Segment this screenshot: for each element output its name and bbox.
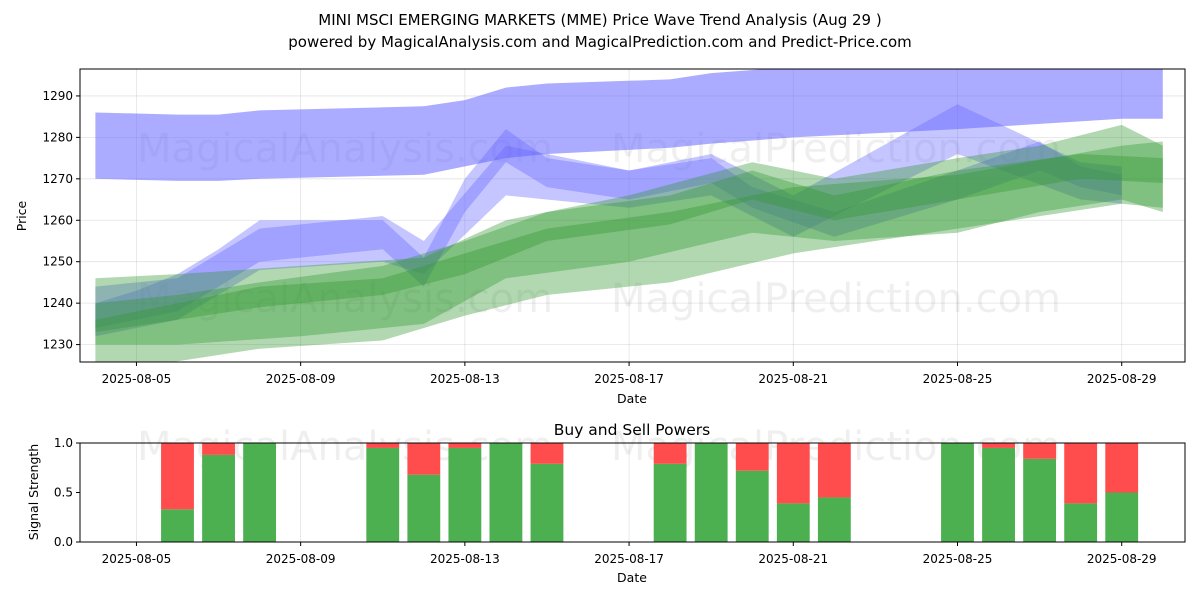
- price-x-tick-label: 2025-08-05: [102, 372, 172, 386]
- blue-wave-band: [95, 104, 1122, 337]
- buy-power-bar: [489, 443, 523, 542]
- watermark-analysis-mid: MagicalAnalysis.com: [137, 276, 553, 322]
- buy-power-bar: [407, 474, 441, 542]
- green-wave-band: [95, 141, 1163, 362]
- sell-power-bar: [735, 443, 769, 471]
- signal-x-tick-label: 2025-08-29: [1087, 552, 1157, 566]
- sell-power-bar: [530, 443, 564, 464]
- green-wave-band: [95, 154, 1163, 333]
- sell-power-bar: [1023, 443, 1057, 459]
- price-plot-frame: [79, 68, 1186, 363]
- blue-wave-band: [95, 69, 1163, 181]
- price-y-tick-label: 1240: [42, 296, 73, 310]
- price-wave-bands: [95, 69, 1163, 362]
- signal-chart: Buy and Sell Powers MagicalAnalysis.com …: [26, 421, 1186, 585]
- price-x-tick-label: 2025-08-09: [266, 372, 336, 386]
- buy-power-bar: [202, 454, 235, 542]
- buy-power-bar: [448, 447, 482, 542]
- buy-power-bar: [1023, 458, 1057, 542]
- buy-power-bar: [366, 447, 400, 542]
- signal-x-tick-label: 2025-08-09: [266, 552, 336, 566]
- buy-power-bar: [1105, 492, 1139, 542]
- buy-power-bar: [694, 443, 728, 542]
- buy-power-bar: [982, 447, 1015, 542]
- buy-power-bar: [735, 470, 769, 542]
- signal-y-axis-label: Signal Strength: [26, 444, 41, 540]
- price-y-tick-label: 1260: [42, 213, 73, 227]
- sell-power-bar: [817, 443, 851, 498]
- sell-power-bar: [161, 443, 194, 510]
- signal-chart-title: Buy and Sell Powers: [554, 421, 711, 439]
- buy-power-bar: [776, 503, 810, 542]
- sell-power-bar: [202, 443, 235, 455]
- buy-power-bar: [161, 509, 194, 542]
- sell-power-bar: [407, 443, 441, 475]
- signal-x-tick-label: 2025-08-25: [923, 552, 993, 566]
- signal-x-tick-label: 2025-08-17: [594, 552, 664, 566]
- sell-power-bar: [1064, 443, 1098, 504]
- price-chart: MagicalAnalysis.com MagicalPrediction.co…: [14, 68, 1186, 406]
- buy-power-bar: [530, 463, 564, 542]
- signal-y-tick-label: 0.0: [54, 535, 73, 549]
- price-y-tick-label: 1230: [42, 338, 73, 352]
- signal-x-tick-label: 2025-08-13: [430, 552, 500, 566]
- signal-y-tick-label: 1.0: [54, 436, 73, 450]
- price-y-tick-label: 1280: [42, 130, 73, 144]
- price-x-tick-label: 2025-08-13: [430, 372, 500, 386]
- signal-x-axis-label: Date: [617, 570, 647, 585]
- price-x-axis-label: Date: [617, 391, 647, 406]
- sell-power-bar: [982, 443, 1015, 448]
- buy-power-bar: [1064, 503, 1098, 542]
- price-x-tick-label: 2025-08-25: [923, 372, 993, 386]
- price-x-tick-label: 2025-08-17: [594, 372, 664, 386]
- sell-power-bar: [448, 443, 482, 448]
- price-y-tick-label: 1290: [42, 89, 73, 103]
- watermark-prediction-mid: MagicalPrediction.com: [611, 276, 1061, 322]
- blue-wave-band: [95, 129, 1122, 328]
- buy-power-bar: [817, 497, 851, 542]
- chart-subtitle: powered by MagicalAnalysis.com and Magic…: [288, 33, 912, 51]
- buy-power-bar: [653, 463, 687, 542]
- buy-power-bar: [941, 443, 974, 542]
- price-y-tick-label: 1270: [42, 172, 73, 186]
- signal-bars: [161, 443, 1139, 542]
- price-x-tick-label: 2025-08-29: [1087, 372, 1157, 386]
- signal-y-tick-label: 0.5: [54, 486, 73, 500]
- price-axis-ticks: 2025-08-05 2025-08-09 2025-08-13 2025-08-17…: [42, 89, 1156, 386]
- signal-x-tick-label: 2025-08-05: [102, 552, 172, 566]
- sell-power-bar: [366, 443, 400, 448]
- signal-x-tick-label: 2025-08-21: [758, 552, 828, 566]
- price-x-tick-label: 2025-08-21: [758, 372, 828, 386]
- price-y-tick-label: 1250: [42, 255, 73, 269]
- price-y-axis-label: Price: [14, 200, 29, 231]
- buy-power-bar: [243, 443, 277, 542]
- green-wave-band: [95, 124, 1163, 345]
- sell-power-bar: [1105, 443, 1139, 493]
- signal-axis-ticks: 2025-08-05 2025-08-09 2025-08-13 2025-08-17…: [54, 436, 1157, 566]
- sell-power-bar: [653, 443, 687, 464]
- sell-power-bar: [776, 443, 810, 504]
- chart-title: MINI MSCI EMERGING MARKETS (MME) Price W…: [318, 11, 881, 29]
